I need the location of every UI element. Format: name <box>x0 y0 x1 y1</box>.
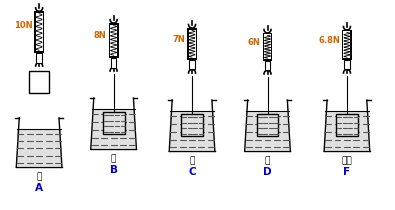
Bar <box>257 114 278 136</box>
Bar <box>92 109 135 148</box>
Bar <box>263 33 273 61</box>
Bar <box>342 30 352 60</box>
Text: 6N: 6N <box>248 38 261 47</box>
Text: 水: 水 <box>265 156 270 165</box>
Text: 7N: 7N <box>172 35 185 44</box>
Bar <box>264 34 271 59</box>
Bar <box>181 114 203 136</box>
Text: A: A <box>35 183 43 193</box>
Text: B: B <box>109 165 118 175</box>
Text: 煎油: 煎油 <box>342 156 352 165</box>
Text: 水: 水 <box>189 156 195 165</box>
Bar <box>29 71 49 93</box>
Bar <box>336 114 358 136</box>
Text: 水: 水 <box>111 154 116 163</box>
Text: F: F <box>343 167 350 177</box>
Text: 10N: 10N <box>13 21 32 30</box>
Bar <box>111 58 116 67</box>
Bar <box>36 53 42 63</box>
Bar <box>246 111 290 150</box>
Text: C: C <box>188 167 196 177</box>
Text: D: D <box>263 167 272 177</box>
Bar <box>110 25 117 56</box>
Bar <box>188 30 196 58</box>
Bar <box>103 112 124 134</box>
Bar <box>170 111 214 150</box>
Text: 水: 水 <box>36 172 42 181</box>
Text: 6.8N: 6.8N <box>318 36 340 45</box>
Bar <box>34 11 44 53</box>
Bar <box>187 28 197 60</box>
Bar <box>109 23 118 58</box>
Bar <box>344 60 350 70</box>
Bar <box>265 61 270 71</box>
Bar <box>344 32 350 58</box>
Text: 8N: 8N <box>94 31 107 40</box>
Bar <box>36 13 43 51</box>
Bar <box>189 60 195 70</box>
Bar <box>325 111 369 150</box>
Bar <box>17 129 61 166</box>
